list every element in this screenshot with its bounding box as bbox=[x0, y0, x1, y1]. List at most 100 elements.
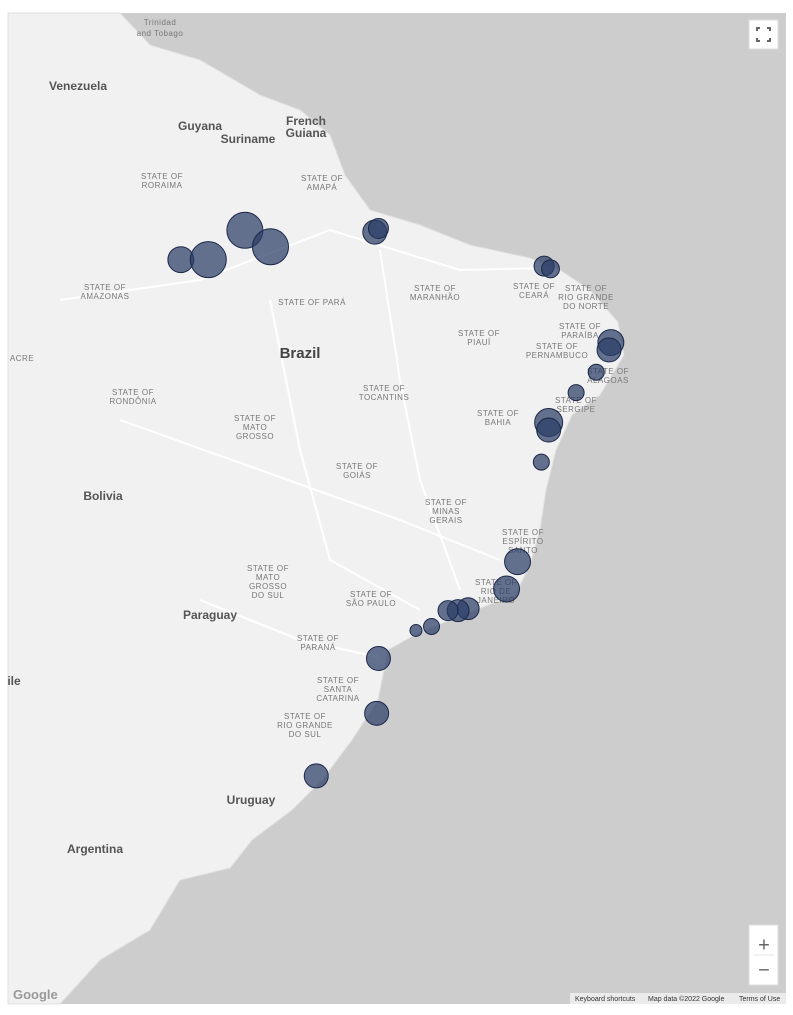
place-label: GOIÁS bbox=[343, 471, 371, 480]
place-label: STATE OF bbox=[247, 564, 289, 573]
place-label: RIO GRANDE bbox=[277, 721, 333, 730]
place-label: MARANHÃO bbox=[410, 293, 460, 302]
place-label: DO SUL bbox=[289, 730, 322, 739]
place-label: STATE OF bbox=[458, 329, 500, 338]
place-label: JANEIRO bbox=[477, 596, 515, 605]
place-label: ile bbox=[7, 674, 21, 688]
fullscreen-box[interactable] bbox=[748, 19, 779, 50]
place-label: STATE OF bbox=[559, 322, 601, 331]
marker[interactable] bbox=[367, 217, 389, 239]
place-label: CEARÁ bbox=[519, 291, 549, 300]
place-label: STATE OF bbox=[336, 462, 378, 471]
place-label: PARAÍBA bbox=[561, 331, 599, 340]
marker[interactable] bbox=[252, 228, 289, 266]
place-label: RONDÔNIA bbox=[109, 397, 156, 406]
place-label: STATE OF bbox=[301, 174, 343, 183]
place-label: RIO GRANDE bbox=[558, 293, 614, 302]
marker[interactable] bbox=[189, 241, 227, 279]
zoom-controls: + − bbox=[748, 924, 779, 986]
marker[interactable] bbox=[364, 700, 390, 726]
place-label: STATE OF bbox=[414, 284, 456, 293]
place-label: STATE OF bbox=[234, 414, 276, 423]
place-label: SÃO PAULO bbox=[346, 599, 396, 608]
place-label: French bbox=[286, 114, 326, 128]
place-label: Venezuela bbox=[49, 79, 107, 93]
place-label: STATE OF bbox=[284, 712, 326, 721]
zoom-out[interactable]: − bbox=[758, 959, 770, 981]
place-label: MINAS bbox=[432, 507, 460, 516]
place-label: GROSSO bbox=[236, 432, 274, 441]
marker[interactable] bbox=[596, 337, 622, 363]
place-label: AMAZONAS bbox=[81, 292, 130, 301]
place-label: AMAPÁ bbox=[307, 183, 338, 192]
marker[interactable] bbox=[541, 259, 560, 279]
place-label: CATARINA bbox=[316, 694, 359, 703]
marker[interactable] bbox=[423, 617, 441, 635]
marker[interactable] bbox=[587, 363, 605, 381]
keyboard-shortcuts[interactable]: Keyboard shortcuts bbox=[575, 996, 636, 1003]
place-label: SANTA bbox=[324, 685, 353, 694]
place-label: STATE OF bbox=[587, 367, 629, 376]
place-label: Guyana bbox=[178, 119, 222, 133]
place-label: DO SUL bbox=[252, 591, 285, 600]
place-label: RORAIMA bbox=[142, 181, 183, 190]
markers bbox=[167, 211, 625, 789]
footer-bar bbox=[570, 993, 786, 1004]
roads bbox=[59, 228, 546, 658]
place-label: STATE OF bbox=[425, 498, 467, 507]
place-label: STATE OF bbox=[502, 528, 544, 537]
place-label: DO NORTE bbox=[563, 302, 609, 311]
place-label: PARANÁ bbox=[300, 643, 335, 652]
place-label: BAHIA bbox=[485, 418, 512, 427]
place-label: Argentina bbox=[67, 842, 123, 856]
place-label: Trinidad bbox=[144, 18, 177, 27]
place-label: GROSSO bbox=[249, 582, 287, 591]
place-label: Brazil bbox=[280, 345, 321, 362]
place-label: STATE OF bbox=[536, 342, 578, 351]
marker[interactable] bbox=[504, 548, 532, 576]
place-label: STATE OF PARÁ bbox=[278, 298, 346, 307]
place-label: ESPÍRITO bbox=[502, 537, 543, 546]
marker[interactable] bbox=[437, 600, 459, 622]
place-label: MATO bbox=[256, 573, 280, 582]
place-label: Bolivia bbox=[83, 489, 123, 503]
place-label: STATE OF bbox=[477, 409, 519, 418]
fullscreen-icon bbox=[756, 27, 771, 42]
place-label: Suriname bbox=[221, 132, 276, 146]
marker[interactable] bbox=[493, 575, 521, 603]
place-label: STATE OF bbox=[112, 388, 154, 397]
zoom-in[interactable]: + bbox=[758, 934, 770, 956]
google-logo[interactable]: Google bbox=[13, 987, 58, 1002]
place-label: Uruguay bbox=[227, 793, 276, 807]
place-label: STATE OF bbox=[141, 172, 183, 181]
place-label: STATE OF bbox=[317, 676, 359, 685]
place-label: Guiana bbox=[286, 126, 327, 140]
place-label: STATE OF bbox=[565, 284, 607, 293]
place-label: ALAGOAS bbox=[587, 376, 629, 385]
marker[interactable] bbox=[567, 384, 585, 402]
place-label: STATE OF bbox=[513, 282, 555, 291]
marker[interactable] bbox=[536, 417, 562, 443]
place-label: TOCANTINS bbox=[359, 393, 410, 402]
map-data: Map data ©2022 Google bbox=[648, 995, 724, 1003]
place-label: STATE OF bbox=[350, 590, 392, 599]
place-label: GERAIS bbox=[429, 516, 462, 525]
place-label: and Tobago bbox=[137, 29, 184, 38]
place-label: MATO bbox=[243, 423, 267, 432]
place-label: STATE OF bbox=[84, 283, 126, 292]
marker[interactable] bbox=[409, 623, 423, 637]
marker[interactable] bbox=[303, 763, 329, 789]
place-label: STATE OF bbox=[297, 634, 339, 643]
place-label: SERGIPE bbox=[556, 405, 595, 414]
marker[interactable] bbox=[532, 453, 550, 471]
marker[interactable] bbox=[365, 645, 391, 671]
place-label: STATE OF bbox=[363, 384, 405, 393]
terms-of-use[interactable]: Terms of Use bbox=[739, 996, 780, 1003]
place-label: PERNAMBUCO bbox=[526, 351, 588, 360]
place-label: PIAUÍ bbox=[467, 338, 491, 347]
place-label: Paraguay bbox=[183, 608, 237, 622]
place-label: ACRE bbox=[10, 354, 34, 363]
fullscreen-button[interactable] bbox=[748, 19, 779, 50]
